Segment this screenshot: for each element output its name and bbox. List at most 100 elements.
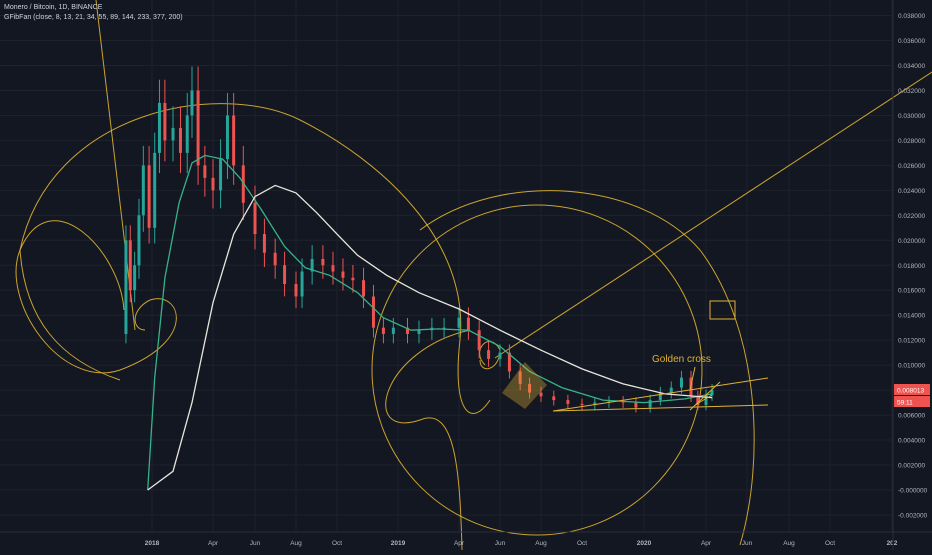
golden-cross-arrow (689, 366, 696, 391)
candle-body (669, 387, 673, 393)
candle-body (321, 259, 325, 266)
candle-body (185, 115, 189, 153)
candle-body (253, 202, 257, 235)
golden-cross-label: Golden cross (652, 354, 711, 365)
y-tick-label: -0.000000 (898, 488, 928, 495)
candle-body (405, 327, 409, 334)
candle-body (648, 400, 652, 408)
moving-averages (147, 154, 713, 491)
y-tick-label: 0.036000 (898, 38, 925, 45)
candle-body (634, 402, 638, 408)
price-badge-label: 0.008013 (897, 388, 924, 395)
support-line (552, 404, 769, 412)
candle-body (417, 330, 421, 334)
candle-body (273, 252, 277, 266)
candle-body (351, 277, 355, 281)
indicator-title: GFibFan (close, 8, 13, 21, 34, 55, 89, 1… (4, 14, 183, 21)
fib-spiral-1 (15, 220, 177, 374)
y-tick-label: 0.018000 (898, 263, 925, 270)
fib-spiral-2 (19, 103, 491, 414)
candle-body (203, 165, 207, 178)
x-tick-label: Apr (208, 540, 219, 547)
fib-spiral-6 (385, 329, 471, 551)
x-tick-label: Jun (742, 540, 753, 547)
y-tick-label: 0.034000 (898, 63, 925, 70)
candle-body (331, 265, 335, 272)
y-tick-label: 0.006000 (898, 413, 925, 420)
fib-line-1 (95, 0, 136, 331)
y-tick-label: 0.032000 (898, 88, 925, 95)
ma-fast-line (147, 154, 713, 491)
candles (124, 66, 714, 413)
y-tick-label: 0.004000 (898, 438, 925, 445)
candle-body (157, 102, 161, 153)
candle-body (696, 396, 700, 406)
candle-body (507, 352, 511, 372)
candle-body (262, 234, 266, 253)
candle-body (232, 115, 236, 166)
diamond-pattern (502, 362, 547, 409)
candle-body (141, 165, 145, 216)
candle-body (391, 327, 395, 334)
candle-body (283, 265, 287, 284)
candle-body (466, 317, 470, 331)
candle-body (580, 403, 584, 406)
chart-legend: Monero / Bitcoin, 1D, BINANCE GFibFan (c… (4, 3, 183, 23)
y-tick-label: 0.024000 (898, 188, 925, 195)
fib-fan-line (494, 71, 932, 359)
candle-body (310, 259, 314, 272)
candle-body (124, 240, 128, 334)
candle-body (153, 152, 157, 228)
fibonacci-fan-overlay (15, 0, 932, 551)
candle-body (137, 215, 141, 266)
price-badge-label: 59:11 (897, 400, 913, 407)
candle-body (241, 165, 245, 203)
x-tick-label: Aug (783, 540, 795, 547)
y-tick-label: 0.030000 (898, 113, 925, 120)
x-tick-label: 2018 (145, 540, 160, 547)
x-tick-label: Apr (701, 540, 712, 547)
candle-body (362, 280, 366, 297)
fib-circle-large (371, 204, 703, 536)
candle-body (528, 383, 532, 393)
candle-body (566, 400, 570, 404)
y-tick-label: 0.026000 (898, 163, 925, 170)
candle-body (163, 102, 167, 141)
y-tick-label: 0.014000 (898, 313, 925, 320)
y-tick-label: 0.016000 (898, 288, 925, 295)
symbol-title: Monero / Bitcoin, 1D, BINANCE (4, 4, 103, 11)
candle-body (341, 271, 345, 278)
candle-body (300, 271, 304, 297)
candle-body (704, 395, 708, 406)
x-tick-label: Aug (535, 540, 547, 547)
x-tick-label: 2020 (637, 540, 652, 547)
candle-body (171, 127, 175, 141)
candle-body (128, 240, 132, 291)
candle-body (679, 377, 683, 388)
x-tick-label: 202 (887, 540, 898, 547)
candle-body (133, 265, 137, 291)
fib-spiral-3 (19, 249, 121, 381)
cross-line-2 (694, 394, 713, 406)
candle-body (211, 177, 215, 191)
resistance-line (552, 377, 769, 412)
x-tick-label: Apr (454, 540, 465, 547)
x-tick-label: Oct (825, 540, 835, 547)
candle-body (190, 90, 194, 116)
x-tick-label: Jun (250, 540, 261, 547)
price-badge (894, 384, 930, 395)
candle-body (552, 396, 556, 401)
candle-body (457, 317, 461, 328)
price-badge (894, 396, 930, 407)
cross-line-1 (689, 381, 721, 411)
x-tick-label: Oct (577, 540, 587, 547)
x-tick-label: Jun (495, 540, 506, 547)
candle-body (710, 390, 714, 396)
y-tick-label: 0.010000 (898, 363, 925, 370)
candle-body (658, 392, 662, 401)
y-tick-label: 0.002000 (898, 463, 925, 470)
x-tick-label: 2019 (391, 540, 406, 547)
